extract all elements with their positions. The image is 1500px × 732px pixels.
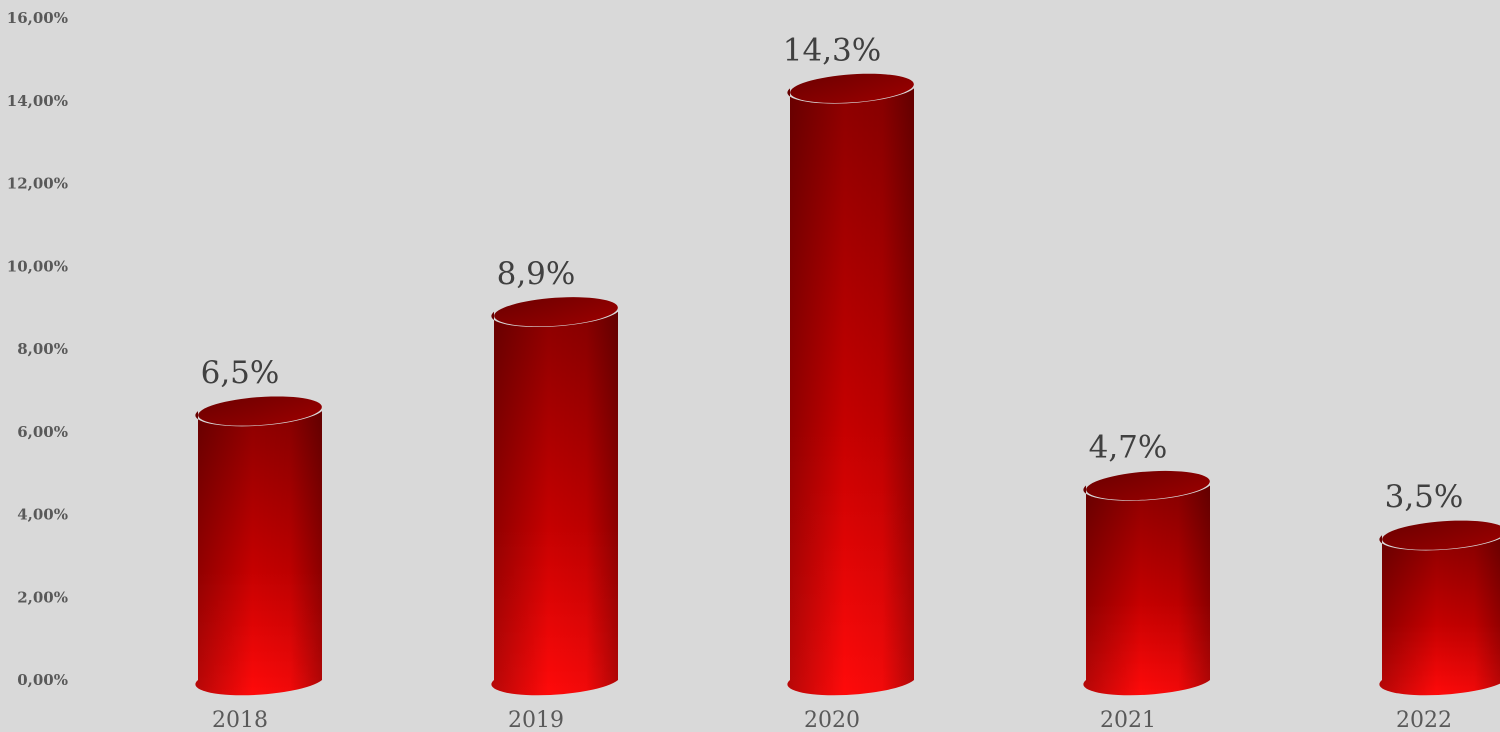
- bar-shading: [1379, 535, 1500, 696]
- y-tick-label: 4,00%: [17, 506, 68, 524]
- y-tick-label: 12,00%: [7, 175, 68, 193]
- bar-top: [1086, 470, 1210, 501]
- bars: 6,5% 8,9% 14,3% 4,7% 3,5%: [195, 32, 1500, 696]
- x-tick-label: 2021: [1100, 708, 1156, 732]
- x-tick-label: 2019: [508, 708, 564, 732]
- y-tick-label: 2,00%: [17, 588, 68, 606]
- data-label: 6,5%: [201, 355, 280, 391]
- data-label: 14,3%: [783, 32, 881, 68]
- bar-top: [494, 297, 618, 327]
- bar-top: [1382, 520, 1500, 550]
- bar-2019: 8,9%: [491, 256, 618, 696]
- x-tick-label: 2018: [212, 708, 268, 732]
- bar-shading: [491, 311, 618, 696]
- x-axis: 2018 2019 2020 2021 2022: [212, 708, 1452, 732]
- y-tick-label: 6,00%: [17, 423, 68, 441]
- bar-shading: [195, 411, 322, 696]
- y-tick-label: 14,00%: [7, 92, 68, 110]
- y-tick-label: 16,00%: [7, 9, 68, 27]
- y-tick-label: 8,00%: [17, 340, 68, 358]
- data-label: 8,9%: [497, 256, 576, 292]
- bar-shading: [1083, 485, 1210, 696]
- x-tick-label: 2022: [1396, 708, 1452, 732]
- bar-2022: 3,5%: [1379, 479, 1500, 696]
- bar-2018: 6,5%: [195, 355, 322, 696]
- x-tick-label: 2020: [804, 708, 860, 732]
- bar-2021: 4,7%: [1083, 430, 1210, 696]
- y-axis: 0,00% 2,00% 4,00% 6,00% 8,00% 10,00% 12,00% 14,…: [7, 9, 68, 689]
- data-label: 4,7%: [1089, 430, 1168, 466]
- bar-top: [790, 73, 914, 103]
- y-tick-label: 10,00%: [7, 257, 68, 275]
- y-tick-label: 0,00%: [17, 671, 68, 689]
- bar-shading: [787, 88, 914, 696]
- bar-2020: 14,3%: [783, 32, 914, 696]
- data-label: 3,5%: [1385, 479, 1464, 515]
- bar-top: [198, 396, 322, 426]
